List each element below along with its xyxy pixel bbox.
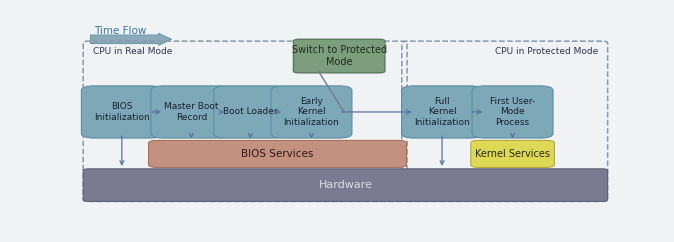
- Text: Full
Kernel
Initialization: Full Kernel Initialization: [415, 97, 470, 127]
- FancyArrow shape: [90, 33, 171, 45]
- Text: Boot Loader: Boot Loader: [223, 107, 278, 116]
- Text: Master Boot
Record: Master Boot Record: [164, 102, 218, 122]
- Text: Early
Kernel
Initialization: Early Kernel Initialization: [284, 97, 339, 127]
- FancyBboxPatch shape: [151, 86, 232, 138]
- Text: BIOS Services: BIOS Services: [241, 149, 313, 159]
- FancyBboxPatch shape: [293, 39, 385, 73]
- Text: Time Flow: Time Flow: [94, 26, 146, 36]
- Text: CPU in Protected Mode: CPU in Protected Mode: [495, 47, 599, 56]
- FancyBboxPatch shape: [470, 140, 554, 167]
- FancyBboxPatch shape: [472, 86, 553, 138]
- Text: Switch to Protected
Mode: Switch to Protected Mode: [292, 45, 387, 67]
- FancyBboxPatch shape: [402, 86, 483, 138]
- FancyBboxPatch shape: [214, 86, 287, 138]
- FancyBboxPatch shape: [148, 140, 406, 167]
- Text: CPU in Real Mode: CPU in Real Mode: [92, 47, 172, 56]
- Text: First User-
Mode
Process: First User- Mode Process: [490, 97, 535, 127]
- FancyBboxPatch shape: [271, 86, 352, 138]
- Text: Hardware: Hardware: [318, 180, 373, 190]
- Text: BIOS
Initialization: BIOS Initialization: [94, 102, 150, 122]
- FancyBboxPatch shape: [82, 86, 162, 138]
- FancyBboxPatch shape: [83, 169, 608, 201]
- Text: Kernel Services: Kernel Services: [475, 149, 550, 159]
